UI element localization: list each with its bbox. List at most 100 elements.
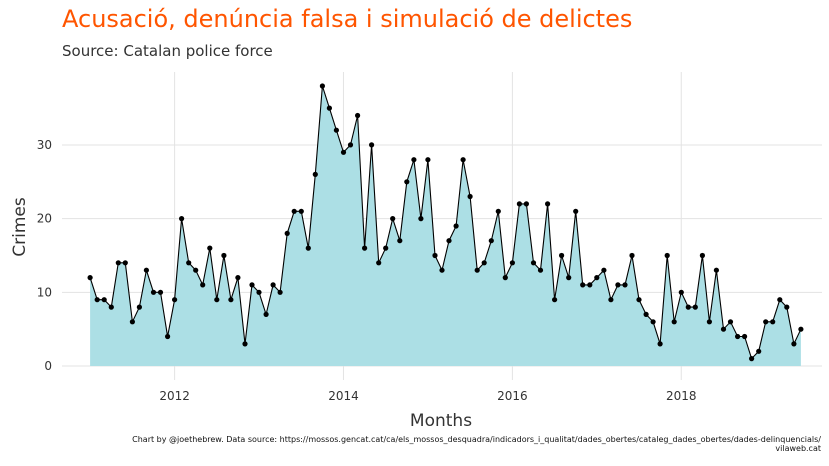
data-point: [643, 311, 649, 317]
data-point: [495, 208, 501, 214]
caption-source: Chart by @joethebrew. Data source: https…: [132, 435, 821, 444]
data-point: [115, 260, 121, 266]
data-point: [242, 341, 248, 347]
y-tick-label: 0: [44, 359, 52, 373]
x-axis-title: Months: [410, 411, 472, 431]
data-point: [720, 326, 727, 332]
x-tick-label: 2018: [666, 389, 697, 403]
data-point: [587, 282, 593, 288]
data-point: [664, 252, 670, 259]
line-layer: [89, 85, 802, 360]
chart-title: Acusació, denúncia falsa i simulació de …: [62, 5, 633, 33]
data-point: [411, 157, 417, 163]
data-point: [481, 260, 487, 266]
data-point: [629, 252, 635, 259]
data-point: [488, 238, 494, 244]
data-point: [369, 142, 375, 148]
data-point: [425, 157, 431, 163]
data-point: [305, 245, 311, 251]
data-point: [742, 333, 748, 340]
data-point: [214, 297, 220, 303]
data-point: [636, 297, 642, 303]
data-point: [122, 260, 128, 266]
data-point: [615, 282, 621, 288]
data-point: [172, 297, 178, 303]
data-point: [165, 333, 171, 340]
data-point: [143, 267, 149, 273]
data-point: [263, 311, 269, 317]
data-point: [298, 208, 304, 214]
data-point: [474, 267, 480, 273]
data-point: [284, 230, 290, 236]
data-point: [791, 341, 797, 347]
y-tick-label: 10: [37, 285, 52, 299]
data-point: [784, 304, 790, 310]
data-point: [713, 267, 720, 273]
points-layer: [87, 83, 804, 362]
data-point: [404, 179, 410, 185]
data-point: [221, 252, 227, 259]
data-point: [249, 282, 255, 288]
data-point: [270, 282, 276, 288]
data-point: [580, 282, 586, 288]
data-point: [460, 157, 466, 163]
data-point: [326, 105, 332, 111]
data-point: [692, 304, 698, 310]
data-point: [362, 245, 368, 251]
data-point: [150, 289, 157, 295]
data-point: [333, 127, 339, 133]
data-point: [439, 267, 445, 273]
data-point: [516, 201, 523, 207]
data-point: [200, 282, 206, 288]
area-fill: [90, 86, 801, 366]
data-point: [756, 348, 762, 354]
x-tick-label: 2016: [497, 389, 528, 403]
data-point: [685, 304, 691, 310]
data-point: [397, 238, 403, 244]
y-tick-label: 30: [37, 138, 52, 152]
data-point: [777, 297, 783, 303]
x-tick-label: 2014: [328, 389, 359, 403]
data-point: [390, 216, 396, 222]
data-point: [545, 201, 551, 207]
data-point: [467, 193, 473, 200]
data-point: [179, 216, 185, 222]
x-tick-label: 2012: [159, 389, 190, 403]
data-point: [186, 260, 192, 266]
data-point: [749, 356, 755, 362]
data-point: [523, 201, 530, 207]
data-point: [256, 289, 262, 295]
data-point: [94, 297, 100, 303]
data-point: [453, 223, 459, 229]
data-point: [594, 275, 600, 281]
data-point: [671, 319, 677, 325]
data-point: [291, 208, 297, 214]
data-point: [376, 260, 382, 266]
data-point: [157, 289, 164, 295]
data-point: [502, 275, 508, 281]
y-tick-label: 20: [37, 212, 52, 226]
data-point: [129, 319, 135, 325]
data-point: [530, 260, 537, 266]
data-point: [798, 326, 804, 332]
chart-caption: Chart by @joethebrew. Data source: https…: [132, 435, 821, 453]
data-point: [509, 260, 515, 266]
data-point: [573, 208, 579, 214]
data-point: [235, 275, 241, 281]
data-point: [678, 289, 684, 295]
data-point: [207, 245, 213, 251]
data-point: [650, 319, 656, 325]
data-point: [136, 304, 142, 310]
data-point: [446, 238, 452, 244]
data-point: [763, 319, 769, 325]
data-point: [87, 275, 93, 281]
data-point: [559, 252, 565, 259]
data-point: [228, 297, 234, 303]
data-point: [277, 289, 283, 295]
data-point: [347, 142, 354, 148]
data-point: [566, 275, 572, 281]
data-point: [418, 216, 424, 222]
data-point: [355, 112, 361, 119]
series-line: [89, 85, 802, 360]
data-point: [657, 341, 663, 347]
